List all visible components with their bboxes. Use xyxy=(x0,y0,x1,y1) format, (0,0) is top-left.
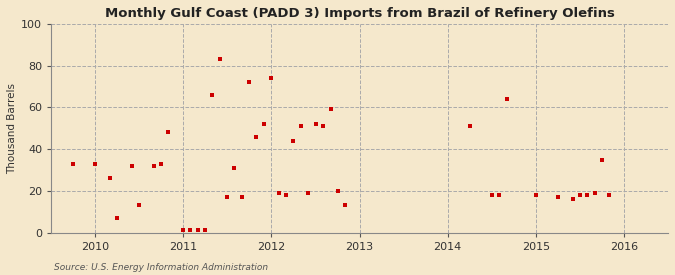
Point xyxy=(553,195,564,199)
Point xyxy=(464,124,475,128)
Point xyxy=(589,191,600,195)
Point xyxy=(603,193,614,197)
Point xyxy=(229,166,240,170)
Point xyxy=(200,228,211,233)
Point xyxy=(531,193,541,197)
Point xyxy=(487,193,497,197)
Point xyxy=(222,195,233,199)
Point xyxy=(163,130,173,134)
Point xyxy=(325,107,336,112)
Point xyxy=(68,161,78,166)
Point xyxy=(105,176,115,180)
Point xyxy=(266,76,277,80)
Point xyxy=(215,57,225,62)
Point xyxy=(134,203,144,208)
Point xyxy=(185,228,196,233)
Point xyxy=(281,193,292,197)
Point xyxy=(574,193,585,197)
Point xyxy=(244,80,255,84)
Point xyxy=(251,134,262,139)
Text: Source: U.S. Energy Information Administration: Source: U.S. Energy Information Administ… xyxy=(54,263,268,272)
Point xyxy=(597,157,608,162)
Point xyxy=(310,122,321,126)
Point xyxy=(237,195,248,199)
Point xyxy=(178,228,189,233)
Point xyxy=(502,97,512,101)
Title: Monthly Gulf Coast (PADD 3) Imports from Brazil of Refinery Olefins: Monthly Gulf Coast (PADD 3) Imports from… xyxy=(105,7,614,20)
Point xyxy=(340,203,350,208)
Point xyxy=(207,93,218,97)
Point xyxy=(193,228,204,233)
Point xyxy=(295,124,306,128)
Point xyxy=(332,189,343,193)
Point xyxy=(493,193,504,197)
Point xyxy=(259,122,270,126)
Y-axis label: Thousand Barrels: Thousand Barrels xyxy=(7,83,17,174)
Point xyxy=(112,216,123,220)
Point xyxy=(156,161,167,166)
Point xyxy=(288,139,299,143)
Point xyxy=(90,161,101,166)
Point xyxy=(127,164,138,168)
Point xyxy=(303,191,314,195)
Point xyxy=(568,197,578,201)
Point xyxy=(149,164,160,168)
Point xyxy=(582,193,593,197)
Point xyxy=(317,124,328,128)
Point xyxy=(273,191,284,195)
